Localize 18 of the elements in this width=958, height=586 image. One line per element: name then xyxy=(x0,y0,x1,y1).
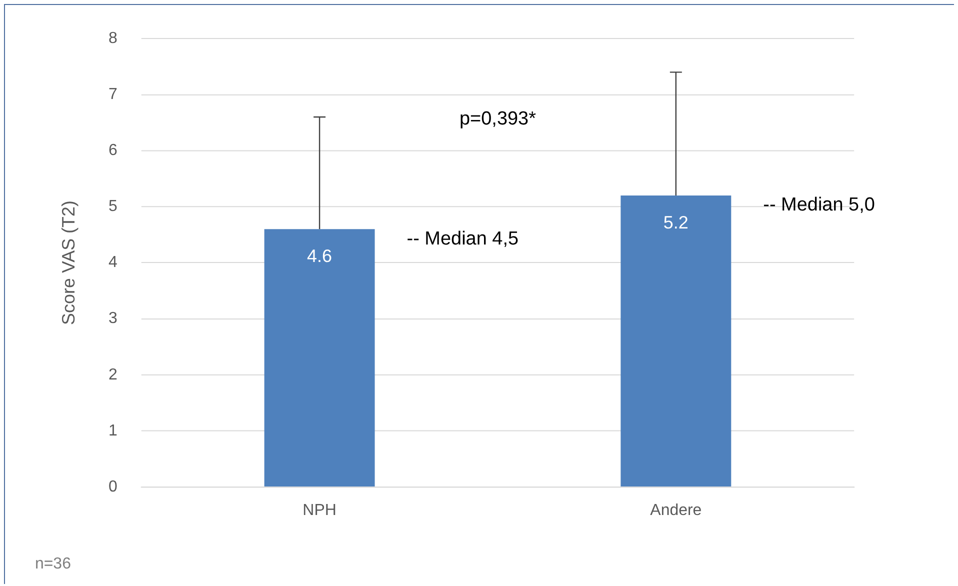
data-label: 4.6 xyxy=(307,246,332,266)
y-tick-label: 7 xyxy=(108,86,118,103)
annotation: -- Median 4,5 xyxy=(406,228,519,250)
text: n=36 xyxy=(34,555,72,572)
y-tick-label: 1 xyxy=(108,422,118,440)
y-tick-label: 0 xyxy=(108,478,118,496)
y-tick-label: 6 xyxy=(108,142,118,160)
annotation: p=0,393* xyxy=(459,108,537,130)
y-tick-label: 4 xyxy=(108,254,118,272)
y-axis-title: Score VAS (T2) xyxy=(58,200,79,325)
y-tick-label: 3 xyxy=(108,310,118,328)
x-tick-label: Andere xyxy=(650,502,702,519)
annotation: -- Median 5,0 xyxy=(763,194,875,216)
y-tick-label: 2 xyxy=(108,366,118,384)
y-tick-label: 5 xyxy=(108,198,118,216)
y-tick-label: 8 xyxy=(108,30,118,47)
data-label: 5.2 xyxy=(663,212,688,232)
x-tick-label: NPH xyxy=(302,502,336,519)
